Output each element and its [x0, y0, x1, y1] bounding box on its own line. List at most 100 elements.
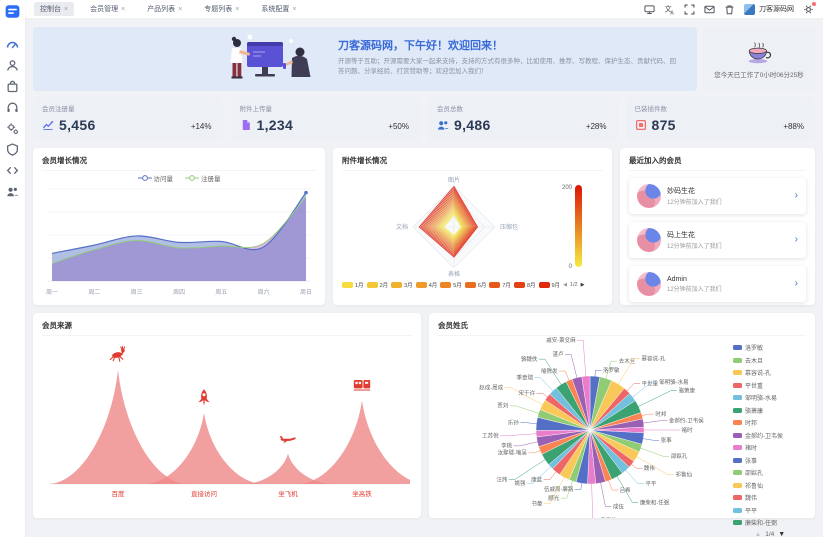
- month-legend-item-2月[interactable]: 2月: [366, 281, 388, 289]
- month-legend-item-6月[interactable]: 6月: [464, 281, 486, 289]
- panel-title: 会员来源: [42, 320, 412, 336]
- tab-close-icon[interactable]: ×: [178, 5, 183, 13]
- sidebar-item-dashboard[interactable]: [5, 37, 20, 52]
- month-legend-item-9月[interactable]: 9月: [538, 281, 560, 289]
- legend-item-褚时[interactable]: 褚时: [733, 443, 807, 452]
- svg-text:周二: 周二: [88, 289, 100, 296]
- legend-name: 祁鲁仙: [745, 483, 764, 490]
- tab-专题列表[interactable]: 专题列表 ×: [198, 2, 245, 16]
- legend-chip: [733, 382, 742, 388]
- legend-next-button[interactable]: ▶: [580, 282, 585, 288]
- trash-icon[interactable]: [724, 4, 735, 15]
- sidebar-item-team[interactable]: [5, 184, 20, 199]
- tab-close-icon[interactable]: ×: [292, 5, 297, 13]
- coffee-icon: [748, 41, 772, 63]
- fullscreen-icon[interactable]: [684, 4, 695, 15]
- chevron-right-icon[interactable]: ›: [794, 190, 798, 201]
- month-label: 8月: [526, 283, 536, 289]
- legend-prev-button[interactable]: ◀: [563, 282, 567, 288]
- source-label: 直接访问: [191, 489, 217, 498]
- gear-icon[interactable]: [803, 1, 816, 15]
- stat-delta: +14%: [190, 122, 212, 131]
- legend-item-金郝约-卫韦侯[interactable]: 金郝约-卫韦侯: [733, 431, 807, 440]
- month-legend-item-4月[interactable]: 4月: [415, 281, 437, 289]
- month-legend-item-8月[interactable]: 8月: [513, 281, 536, 289]
- sidebar-item-gears[interactable]: [5, 121, 20, 136]
- sidebar-item-headset[interactable]: [5, 100, 20, 115]
- legend-item-注册量[interactable]: 注册量: [185, 173, 221, 183]
- monitor-icon[interactable]: [644, 4, 655, 15]
- sidebar-item-code[interactable]: [5, 163, 20, 178]
- gear-icon: [804, 5, 813, 13]
- legend-item-廉柴和-任弼[interactable]: 廉柴和-任弼: [733, 518, 807, 527]
- sidebar: [0, 0, 25, 537]
- message-icon[interactable]: [704, 4, 715, 15]
- legend-item-魏伟[interactable]: 魏伟: [733, 493, 807, 502]
- chevron-right-icon[interactable]: ›: [794, 278, 798, 289]
- legend-item-平世重[interactable]: 平世重: [733, 381, 807, 390]
- source-peak-百度[interactable]: [48, 370, 188, 484]
- plane-icon: [279, 436, 296, 443]
- worktime-text: 您今天已工作了0小时06分25秒: [714, 71, 804, 79]
- legend-item-慕容说-孔[interactable]: 慕容说-孔: [733, 368, 807, 377]
- app-logo[interactable]: [5, 4, 20, 19]
- member-row[interactable]: 妙码生花 12分钟前加入了我们 ›: [629, 178, 806, 214]
- sidebar-item-product[interactable]: [5, 79, 20, 94]
- panel-title: 会员姓氏: [438, 320, 806, 336]
- legend-item-时邦[interactable]: 时邦: [733, 418, 807, 427]
- sidebar-item-member[interactable]: [5, 58, 20, 73]
- source-peak-坐高铁[interactable]: [297, 400, 410, 484]
- tab-close-icon[interactable]: ×: [64, 5, 69, 13]
- pie-label: 宋干许: [519, 389, 536, 397]
- month-legend-item-7月[interactable]: 7月: [489, 281, 511, 289]
- stat-value: 1,234: [256, 117, 294, 133]
- legend-item-访问量[interactable]: 访问量: [137, 173, 173, 183]
- legend-item-祁鲁仙[interactable]: 祁鲁仙: [733, 481, 807, 490]
- member-row[interactable]: Admin 12分钟前加入了我们 ›: [629, 266, 806, 302]
- tab-会员管理[interactable]: 会员管理 ×: [84, 2, 131, 16]
- legend-page-down[interactable]: ▼: [778, 530, 786, 537]
- legend-item-洛罗敏[interactable]: 洛罗敏: [733, 343, 807, 352]
- chevron-right-icon[interactable]: ›: [794, 234, 798, 245]
- source-label: 坐飞机: [278, 489, 298, 498]
- legend-name: 褚时: [745, 446, 758, 452]
- legend-name: 廉柴和-任弼: [745, 521, 777, 527]
- tab-close-icon[interactable]: ×: [121, 5, 126, 13]
- tab-产品列表[interactable]: 产品列表 ×: [141, 2, 188, 16]
- legend-page-up[interactable]: ▲: [754, 530, 762, 537]
- legend-item-邹明骆-水易[interactable]: 邹明骆-水易: [733, 393, 807, 402]
- source-peak-直接访问[interactable]: [144, 412, 264, 484]
- stat-label: 会员注册量: [42, 106, 75, 113]
- tab-控制台[interactable]: 控制台 ×: [34, 2, 75, 16]
- month-legend-item-3月[interactable]: 3月: [391, 281, 413, 289]
- month-legend-item-1月[interactable]: 1月: [342, 281, 364, 289]
- legend-item-骆萧康[interactable]: 骆萧康: [733, 406, 807, 415]
- legend-chip: [733, 482, 742, 488]
- legend-chip: [733, 407, 742, 413]
- tab-close-icon[interactable]: ×: [235, 5, 240, 13]
- member-source-chart[interactable]: 百度 直接访问 坐飞机 坐高铁: [42, 336, 410, 514]
- month-legend-item-5月[interactable]: 5月: [440, 281, 462, 289]
- stats-row: 会员注册量 5,456 +14% 附件上传量 1,234 +50% 会员总数 9,486 +28…: [33, 97, 815, 140]
- legend-name: 邵姒孔: [745, 471, 764, 477]
- legend-name: 金郝约-卫韦侯: [745, 433, 783, 440]
- member-row[interactable]: 码上生花 12分钟前加入了我们 ›: [629, 222, 806, 258]
- legend-item-张事[interactable]: 张事: [733, 456, 807, 465]
- svg-text:周四: 周四: [173, 289, 185, 296]
- message-icon: [704, 5, 715, 13]
- svg-text:周一: 周一: [46, 289, 58, 296]
- legend-item-平平[interactable]: 平平: [733, 506, 807, 515]
- sidebar-item-shield[interactable]: [5, 142, 20, 157]
- legend-item-去木旦[interactable]: 去木旦: [733, 356, 807, 365]
- legend-item-邵姒孔[interactable]: 邵姒孔: [733, 468, 807, 477]
- svg-text:表格: 表格: [448, 270, 460, 278]
- user-menu[interactable]: 刀客源码网: [744, 3, 794, 15]
- source-peak-坐飞机[interactable]: [243, 453, 333, 484]
- tab-系统配置[interactable]: 系统配置 ×: [255, 2, 302, 16]
- legend-chip: [733, 432, 742, 438]
- member-growth-chart[interactable]: 周一 周二 周三 周四 周五 周六 周日: [42, 185, 316, 299]
